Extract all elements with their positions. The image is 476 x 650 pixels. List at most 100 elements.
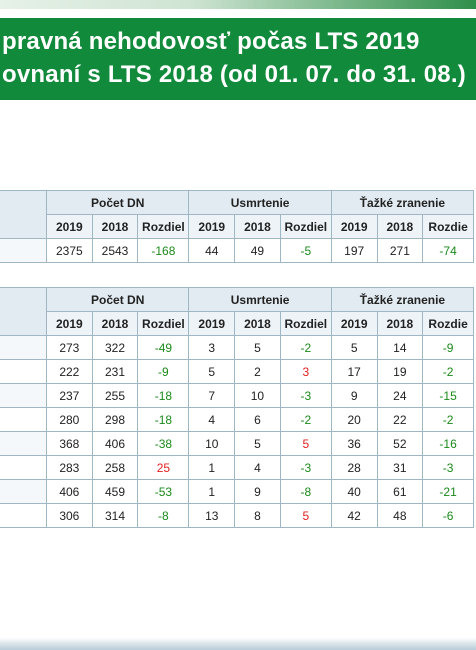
value-cell: 271 [376,238,424,263]
value-cell: 36 [330,431,378,456]
value-cell: 4 [188,407,236,432]
value-cell: 40 [330,479,378,504]
difference-cell: -168 [137,238,190,263]
value-cell: 9 [234,479,281,504]
row-label-cell [0,479,47,504]
value-cell: 406 [45,479,93,504]
group-header-usmrtenie: Usmrtenie [188,287,332,312]
difference-cell: -2 [422,359,474,384]
group-header-pocet-dn: Počet DN [45,190,190,215]
difference-cell: -16 [422,431,474,456]
difference-cell: -2 [279,407,332,432]
table-row: 222 231 -9 5 2 3 17 19 -2 [0,359,474,384]
sub-header-cell: 2019 [330,311,378,336]
sub-header-cell: 2019 [188,214,236,239]
table-sub-header-row: 2019 2018 Rozdiel 2019 2018 Rozdiel 2019 2018 Ro… [0,311,474,336]
sub-header-cell: 2019 [330,214,378,239]
row-label-cell [0,407,47,432]
table-row: 237 255 -18 7 10 -3 9 24 -15 [0,383,474,408]
value-cell: 2 [234,359,281,384]
row-label-cell [0,431,47,456]
value-cell: 6 [234,407,281,432]
difference-cell: 5 [279,431,332,456]
table-row: 406 459 -53 1 9 -8 40 61 -21 [0,479,474,504]
value-cell: 1 [188,455,236,480]
table-group-header-row: Počet DN Usmrtenie Ťažké zranenie [0,287,475,336]
table-row: 2375 2543 -168 44 49 -5 197 271 -74 [0,238,474,263]
value-cell: 314 [91,503,139,528]
difference-cell: -53 [137,479,190,504]
value-cell: 322 [91,335,139,360]
table-row: 306 314 -8 13 8 5 42 48 -6 [0,503,474,528]
value-cell: 2543 [91,238,139,263]
difference-cell: -3 [279,383,332,408]
value-cell: 280 [45,407,93,432]
value-cell: 9 [330,383,378,408]
slide-title-banner: pravná nehodovosť počas LTS 2019 ovnaní … [0,18,476,100]
difference-cell: -18 [137,383,190,408]
value-cell: 222 [45,359,93,384]
value-cell: 368 [45,431,93,456]
difference-cell: 3 [279,359,332,384]
difference-cell: -38 [137,431,190,456]
row-label-cell [0,238,47,263]
sub-header-cell: 2018 [376,311,424,336]
value-cell: 255 [91,383,139,408]
value-cell: 5 [234,431,281,456]
value-cell: 5 [188,359,236,384]
table-row: 368 406 -38 10 5 5 36 52 -16 [0,431,474,456]
value-cell: 28 [330,455,378,480]
bottom-decorative-band [0,638,476,650]
value-cell: 49 [234,238,281,263]
sub-header-cell: 2018 [234,311,281,336]
row-label-cell [0,503,47,528]
table-row: 273 322 -49 3 5 -2 5 14 -9 [0,335,474,360]
value-cell: 10 [188,431,236,456]
summary-table: Počet DN Usmrtenie Ťažké zranenie 2019 20… [0,190,475,263]
value-cell: 22 [376,407,424,432]
sub-header-cell: 2018 [234,214,281,239]
value-cell: 258 [91,455,139,480]
value-cell: 42 [330,503,378,528]
difference-cell: -9 [137,359,190,384]
detail-table: Počet DN Usmrtenie Ťažké zranenie 2019 20… [0,287,475,528]
value-cell: 61 [376,479,424,504]
value-cell: 19 [376,359,424,384]
difference-cell: -2 [422,407,474,432]
value-cell: 3 [188,335,236,360]
table-row: 283 258 25 1 4 -3 28 31 -3 [0,455,474,480]
value-cell: 2375 [45,238,93,263]
difference-cell: -3 [279,455,332,480]
difference-cell: -8 [279,479,332,504]
value-cell: 283 [45,455,93,480]
sub-header-cell: Rozdiel [279,311,332,336]
value-cell: 31 [376,455,424,480]
difference-cell: -74 [422,238,474,263]
sub-header-cell: Rozdie [422,311,474,336]
row-label-header-cell [0,190,47,239]
value-cell: 52 [376,431,424,456]
sub-header-cell: 2019 [45,311,93,336]
sub-header-cell: Rozdiel [137,214,190,239]
sub-header-cell: 2018 [91,311,139,336]
value-cell: 459 [91,479,139,504]
value-cell: 5 [234,335,281,360]
value-cell: 17 [330,359,378,384]
group-header-pocet-dn: Počet DN [45,287,190,312]
row-label-cell [0,335,47,360]
row-label-cell [0,383,47,408]
value-cell: 7 [188,383,236,408]
difference-cell: -9 [422,335,474,360]
value-cell: 197 [330,238,378,263]
slide-title-line-2: ovnaní s LTS 2018 (od 01. 07. do 31. 08.… [2,61,466,88]
slide-title-line-1: pravná nehodovosť počas LTS 2019 [2,28,420,55]
group-header-tazke-zranenie: Ťažké zranenie [330,287,475,312]
value-cell: 13 [188,503,236,528]
value-cell: 273 [45,335,93,360]
value-cell: 8 [234,503,281,528]
row-label-cell [0,455,47,480]
sub-header-cell: 2018 [91,214,139,239]
sub-header-cell: 2019 [45,214,93,239]
difference-cell: -5 [279,238,332,263]
top-decorative-stripe [0,0,476,9]
